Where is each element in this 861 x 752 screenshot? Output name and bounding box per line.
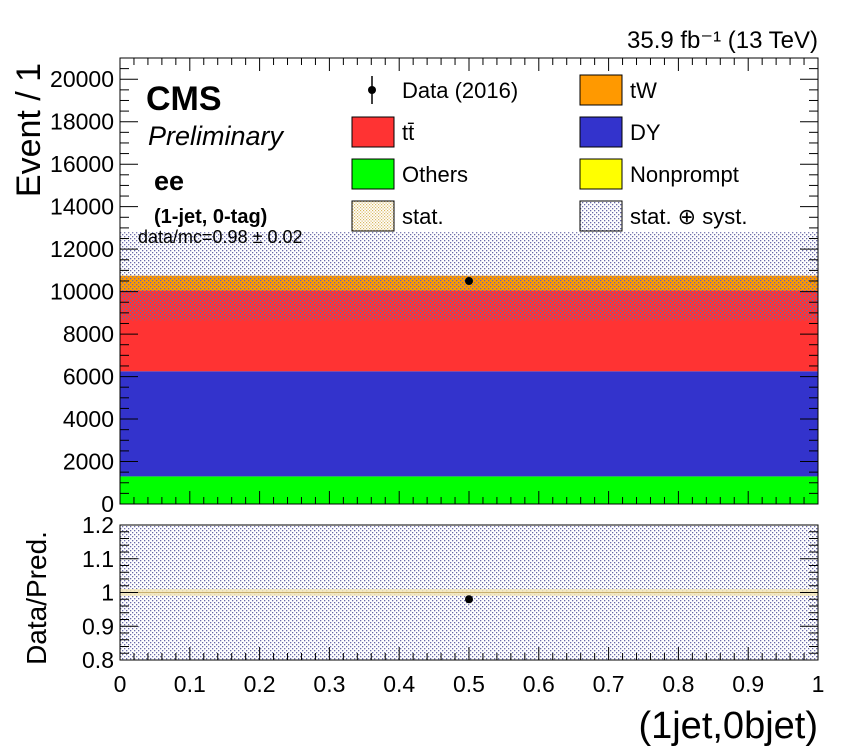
x-tick-label: 0.2 — [244, 671, 276, 697]
stat-syst-band — [120, 232, 818, 321]
cms-label: CMS — [146, 80, 222, 118]
ratio-y-tick-label: 1 — [101, 580, 114, 606]
y-tick-label: 16000 — [50, 151, 114, 177]
ratio-y-tick-label: 0.8 — [82, 647, 114, 673]
legend: Data (2016) tW tt̄ DY Others Nonprompt stat. st… — [351, 74, 747, 232]
y-tick-label: 18000 — [50, 109, 114, 135]
y-tick-label: 14000 — [50, 194, 114, 220]
legend-data-2016-marker — [368, 86, 376, 94]
legend-tt-label: tt̄ — [402, 120, 414, 145]
legend-dy-label: DY — [630, 120, 661, 145]
y-tick-label: 6000 — [63, 364, 114, 390]
y-tick-label: 0 — [101, 491, 114, 517]
legend-others-label: Others — [402, 162, 468, 187]
uncertainty-bands — [120, 232, 818, 321]
y-tick-label: 4000 — [63, 406, 114, 432]
legend-stat-syst-label: stat. ⊕ syst. — [630, 204, 747, 229]
x-tick-label: 0.8 — [662, 671, 694, 697]
legend-nonprompt-label: Nonprompt — [630, 162, 739, 187]
legend-stat-syst-swatch — [579, 200, 623, 232]
ratio-y-axis-label: Data/Pred. — [21, 531, 52, 665]
legend-others-swatch — [351, 158, 395, 190]
legend-tw-label: tW — [630, 78, 657, 103]
legend-dy-swatch — [579, 116, 623, 148]
data-mc-ratio-text: data/mc=0.98 ± 0.02 — [138, 227, 303, 247]
x-tick-label: 0.5 — [453, 671, 485, 697]
x-tick-label: 0.3 — [313, 671, 345, 697]
legend-nonprompt-swatch — [579, 158, 623, 190]
legend-stat-swatch — [351, 200, 395, 232]
x-tick-label: 0.7 — [593, 671, 625, 697]
legend-tw-swatch — [579, 74, 623, 106]
legend-stat-label: stat. — [402, 204, 444, 229]
ratio-y-tick-label: 0.9 — [82, 613, 114, 639]
lumi-label: 35.9 fb⁻¹ (13 TeV) — [627, 27, 818, 54]
x-tick-label: 0 — [114, 671, 127, 697]
y-tick-label: 20000 — [50, 66, 114, 92]
x-axis-label: (1jet,0bjet) — [638, 705, 818, 747]
ratio-axes: 0.8 0.9 1 1.1 1.2 0 0.1 0.2 0.3 0.4 0.5 0.6 0.7 0.8 0.… — [82, 512, 824, 697]
preliminary-label: Preliminary — [148, 121, 285, 151]
legend-tt-swatch — [351, 116, 395, 148]
y-tick-label: 10000 — [50, 279, 114, 305]
data-point-ratio — [465, 595, 473, 604]
data-point-main — [465, 277, 473, 285]
x-tick-label: 0.9 — [732, 671, 764, 697]
ratio-uncertainty-bands — [120, 525, 818, 660]
stack-bar-dy — [120, 371, 818, 477]
channel-label: ee — [154, 166, 184, 196]
y-tick-label: 12000 — [50, 236, 114, 262]
x-tick-label: 1 — [812, 671, 825, 697]
ratio-y-tick-label: 1.1 — [82, 546, 114, 572]
main-y-axis-label: Event / 1 — [10, 63, 48, 197]
x-tick-label: 0.4 — [383, 671, 415, 697]
y-tick-label: 2000 — [63, 449, 114, 475]
x-tick-label: 0.6 — [523, 671, 555, 697]
category-label: (1-jet, 0-tag) — [154, 206, 267, 228]
legend-data-2016-label: Data (2016) — [402, 78, 518, 103]
main-axes: 0 2000 4000 6000 8000 10000 12000 14000 16000 180… — [50, 57, 819, 517]
y-tick-label: 8000 — [63, 321, 114, 347]
data-points — [465, 277, 473, 604]
x-tick-label: 0.1 — [174, 671, 206, 697]
ratio-y-tick-label: 1.2 — [82, 512, 114, 538]
